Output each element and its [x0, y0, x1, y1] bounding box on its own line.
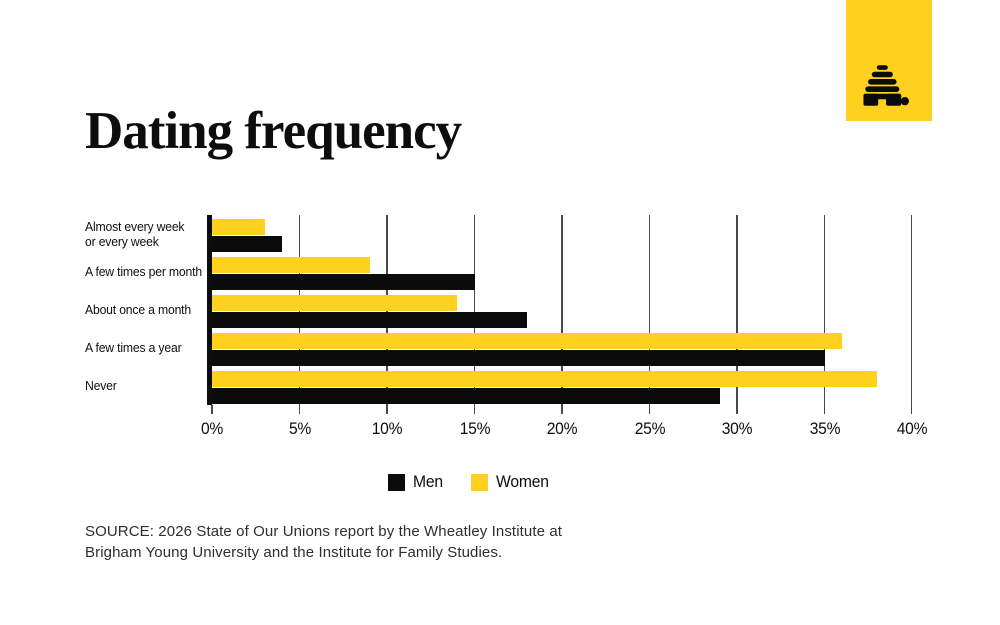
bar-men	[212, 350, 825, 366]
x-tick-label: 15%	[459, 419, 490, 438]
bar-men	[212, 312, 527, 328]
axis-tick	[473, 405, 476, 414]
legend-swatch-men	[388, 474, 406, 491]
legend-item-men: Men	[388, 473, 445, 492]
x-tick-label: 10%	[371, 419, 403, 438]
gridline	[736, 215, 738, 405]
bar-group	[212, 329, 912, 367]
x-tick-label: 35%	[809, 419, 840, 438]
bar-group	[212, 291, 912, 329]
legend-label: Women	[495, 473, 549, 491]
brand-logo-block	[846, 0, 932, 121]
beehive-icon	[863, 65, 909, 106]
axis-tick	[298, 405, 301, 414]
axis-tick	[823, 405, 826, 414]
gridline	[648, 215, 651, 405]
bar-men	[212, 388, 720, 404]
axis-tick	[386, 405, 388, 414]
bar-group	[212, 215, 912, 253]
source-line: Brigham Young University and the Institu…	[85, 543, 503, 561]
x-tick-label: 40%	[896, 419, 928, 438]
category-label: Never	[85, 378, 117, 394]
axis-tick	[736, 405, 738, 414]
axis-tick	[561, 405, 563, 414]
bar-women	[212, 371, 877, 387]
x-tick-label: 25%	[634, 419, 665, 438]
x-axis-ticks	[211, 405, 912, 414]
bar-men	[212, 236, 282, 252]
legend: Men Women	[85, 473, 855, 492]
x-tick-label: 30%	[721, 419, 753, 438]
source-note: SOURCE: 2026 State of Our Unions report …	[85, 522, 562, 563]
axis-tick	[211, 405, 213, 414]
x-tick-label: 0%	[200, 419, 224, 438]
chart-title: Dating frequency	[85, 102, 462, 160]
bar-group	[212, 367, 912, 405]
bar-women	[212, 219, 265, 235]
category-labels: Almost every week or every week A few time…	[85, 215, 207, 405]
bar-men	[212, 274, 475, 290]
gridline	[473, 215, 476, 405]
bar-group	[212, 253, 912, 291]
x-axis-tick-labels: 0% 5% 10% 15% 20% 25% 30% 35% 40%	[201, 419, 928, 441]
category-label: A few times per month	[85, 264, 202, 280]
category-label: About once a month	[85, 302, 191, 318]
source-line: SOURCE: 2026 State of Our Unions report …	[85, 523, 563, 540]
bar-women	[212, 295, 457, 311]
bar-women	[212, 333, 842, 349]
legend-item-women: Women	[470, 473, 552, 492]
category-label: A few times a year	[85, 340, 182, 356]
axis-tick	[910, 405, 912, 414]
bar-women	[212, 257, 370, 273]
category-label: Almost every week or every week	[85, 218, 185, 249]
gridline	[823, 215, 826, 405]
gridline	[910, 215, 912, 405]
plot-area	[207, 215, 912, 405]
legend-swatch-women	[470, 474, 488, 491]
bar-chart: Almost every week or every week A few time…	[85, 215, 928, 441]
axis-tick	[648, 405, 651, 414]
x-tick-label: 5%	[288, 419, 311, 438]
x-tick-label: 20%	[546, 419, 578, 438]
gridline	[561, 215, 563, 405]
legend-label: Men	[413, 473, 444, 491]
